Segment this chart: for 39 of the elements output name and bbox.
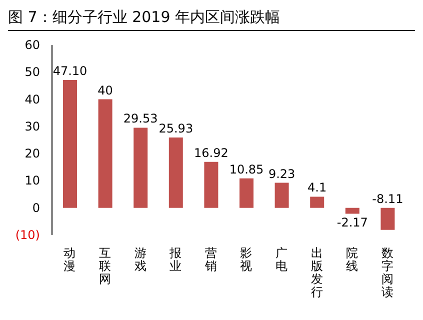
x-tick-label: 报业: [168, 246, 182, 273]
data-label: 47.10: [52, 64, 88, 78]
y-tick-label: 60: [24, 38, 40, 52]
y-tick-label: 30: [24, 119, 40, 134]
data-label: 40: [98, 83, 113, 98]
bar: [380, 208, 395, 230]
x-tick-label: 数字阅读: [381, 246, 394, 299]
bar: [345, 208, 360, 214]
x-tick-label: 营销: [204, 246, 217, 273]
data-label: 25.93: [158, 121, 194, 136]
x-tick-label: 影视: [240, 246, 252, 273]
y-tick-label: (10): [15, 228, 40, 242]
x-tick-label: 互联网: [98, 246, 111, 286]
y-tick-label: 40: [24, 92, 40, 106]
data-label: -2.17: [336, 216, 368, 230]
bar: [98, 99, 112, 208]
bar: [204, 162, 218, 208]
y-tick-label: 10: [24, 174, 40, 188]
y-tick-label: 0: [32, 200, 40, 215]
y-tick-label: 50: [24, 65, 40, 80]
bar: [274, 182, 289, 208]
bar: [240, 178, 254, 208]
data-label: 9.23: [268, 166, 296, 181]
data-label: 16.92: [194, 146, 228, 160]
bar: [134, 128, 148, 208]
data-label: 29.53: [123, 112, 158, 126]
bar: [168, 137, 183, 208]
data-label: -8.11: [372, 192, 404, 206]
data-label: 4.1: [308, 180, 327, 195]
y-tick-label: 20: [24, 146, 40, 161]
x-tick-label: 广电: [275, 246, 288, 273]
bar: [310, 196, 324, 208]
x-tick-label: 动漫: [64, 246, 76, 273]
x-tick-label: 游戏: [134, 246, 146, 273]
x-tick-label: 院线: [346, 246, 358, 273]
chart-title: 图 7：细分子行业 2019 年内区间涨跌幅: [8, 8, 415, 31]
bar: [63, 80, 77, 208]
data-label: 10.85: [229, 162, 264, 176]
x-tick-label: 出版发行: [310, 246, 323, 299]
